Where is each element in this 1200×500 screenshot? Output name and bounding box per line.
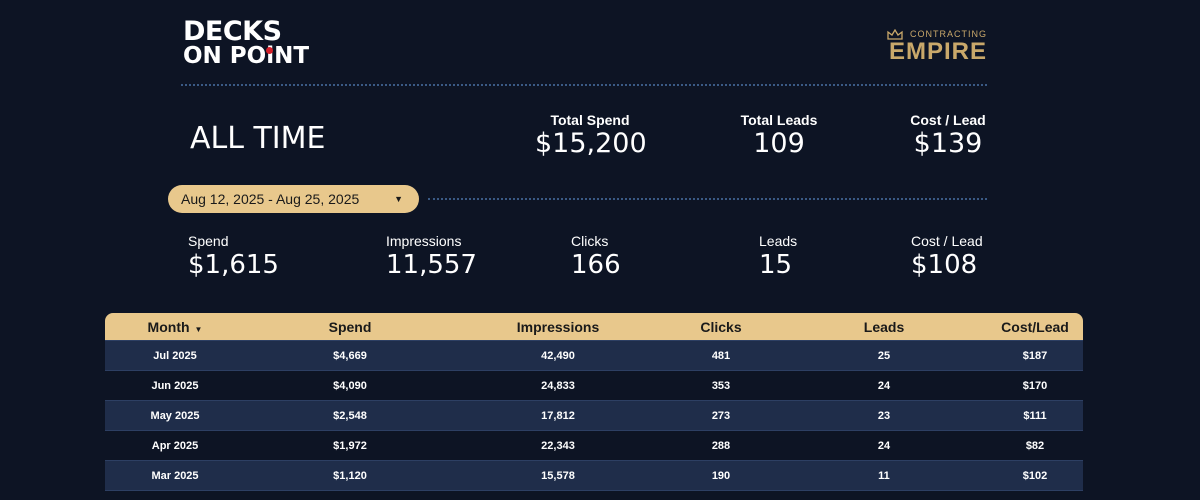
cell-month: May 2025 [150,409,200,422]
logo-line2-text: ON POiNT [183,43,310,69]
cell-cost-per-lead: $82 [1025,439,1045,452]
kpi-spend: Spend $1,615 [188,233,279,281]
kpi-impressions: Impressions 11,557 [386,233,477,281]
header-divider [181,84,987,86]
kpi-label: Spend [188,233,229,249]
kpi-label: Leads [759,233,798,249]
column-header-month[interactable]: Month ▼ [105,319,245,335]
cell-month: Apr 2025 [151,439,199,452]
cell-impressions: 22,343 [541,439,575,452]
date-divider [428,198,987,200]
cell-spend: $4,669 [333,349,367,362]
cell-spend: $1,120 [333,469,367,482]
column-header-label: Month [147,318,190,335]
kpi-label: Total Leads [740,112,818,128]
cell-clicks: 288 [711,439,731,452]
kpi-value: 166 [571,250,621,280]
cell-leads: 23 [877,409,891,422]
kpi-leads: Leads 15 [759,233,797,281]
column-header-leads[interactable]: Leads [863,318,905,335]
cell-cost-per-lead: $102 [1022,469,1048,482]
column-header-cost-per-lead[interactable]: Cost/Lead [1001,318,1069,335]
dropdown-caret-icon: ▼ [394,194,403,204]
kpi-cost-per-lead: Cost / Lead $139 [898,112,998,160]
column-header-spend[interactable]: Spend [328,318,372,335]
cell-impressions: 17,812 [541,409,575,422]
table-row: Mar 2025 $1,120 15,578 190 11 $102 [105,460,1083,491]
kpi-label: Cost / Lead [910,112,986,128]
date-range-value: Aug 12, 2025 - Aug 25, 2025 [181,191,360,207]
monthly-table: Month ▼ Spend Impressions Clicks Leads Co… [105,313,1083,491]
logo-red-dot [266,47,273,54]
table-row: May 2025 $2,548 17,812 273 23 $111 [105,400,1083,431]
cell-impressions: 42,490 [541,349,575,362]
column-header-impressions[interactable]: Impressions [516,318,600,335]
logo-line1: DECKS [183,16,282,47]
cell-clicks: 353 [711,379,731,392]
cell-leads: 24 [877,379,891,392]
cell-leads: 11 [878,469,890,482]
kpi-label: Impressions [386,233,462,249]
date-range-picker[interactable]: Aug 12, 2025 - Aug 25, 2025 ▼ [168,185,419,213]
sort-desc-icon: ▼ [194,324,203,334]
cell-cost-per-lead: $187 [1022,349,1048,362]
decks-on-point-logo: DECKS ON POiNT [183,16,309,68]
cell-impressions: 24,833 [541,379,575,392]
table-row: Jun 2025 $4,090 24,833 353 24 $170 [105,371,1083,400]
kpi-label: Total Spend [550,112,630,128]
cell-month: Mar 2025 [151,469,199,482]
cell-clicks: 273 [711,409,731,422]
table-row: Apr 2025 $1,972 22,343 288 24 $82 [105,431,1083,460]
cell-clicks: 190 [711,469,731,482]
cell-spend: $2,548 [333,409,367,422]
table-header: Month ▼ Spend Impressions Clicks Leads Co… [105,313,1083,340]
logo-line2: ON POiNT [183,44,309,68]
cell-impressions: 15,578 [541,469,575,482]
cell-clicks: 481 [711,349,731,362]
cell-month: Jul 2025 [153,349,197,362]
partner-small-text: CONTRACTING [910,29,987,39]
kpi-clicks: Clicks 166 [571,233,621,281]
kpi-value: 109 [753,128,805,159]
kpi-total-spend: Total Spend $15,200 [535,112,647,160]
cell-month: Jun 2025 [151,379,199,392]
kpi-value: $15,200 [535,128,647,159]
kpi-period-cost-per-lead: Cost / Lead $108 [911,233,983,281]
cell-cost-per-lead: $170 [1022,379,1048,392]
kpi-value: 11,557 [386,250,477,280]
kpi-value: $108 [911,250,978,280]
partner-big-text: EMPIRE [888,38,987,65]
cell-spend: $4,090 [333,379,367,392]
crown-icon [887,29,903,40]
kpi-label: Cost / Lead [911,233,983,249]
table-body: Jul 2025 $4,669 42,490 481 25 $187 Jun 2025 $4,… [105,340,1083,491]
cell-leads: 25 [877,349,891,362]
kpi-value: $139 [913,128,983,159]
kpi-value: 15 [759,250,793,280]
cell-leads: 24 [877,439,891,452]
cell-spend: $1,972 [333,439,367,452]
all-time-title: ALL TIME [190,121,326,156]
cell-cost-per-lead: $111 [1023,409,1047,422]
kpi-label: Clicks [571,233,609,249]
kpi-value: $1,615 [188,250,279,280]
table-row: Jul 2025 $4,669 42,490 481 25 $187 [105,340,1083,371]
contracting-empire-logo: CONTRACTING EMPIRE [887,28,987,65]
column-header-clicks[interactable]: Clicks [700,318,742,335]
kpi-total-leads: Total Leads 109 [729,112,829,160]
